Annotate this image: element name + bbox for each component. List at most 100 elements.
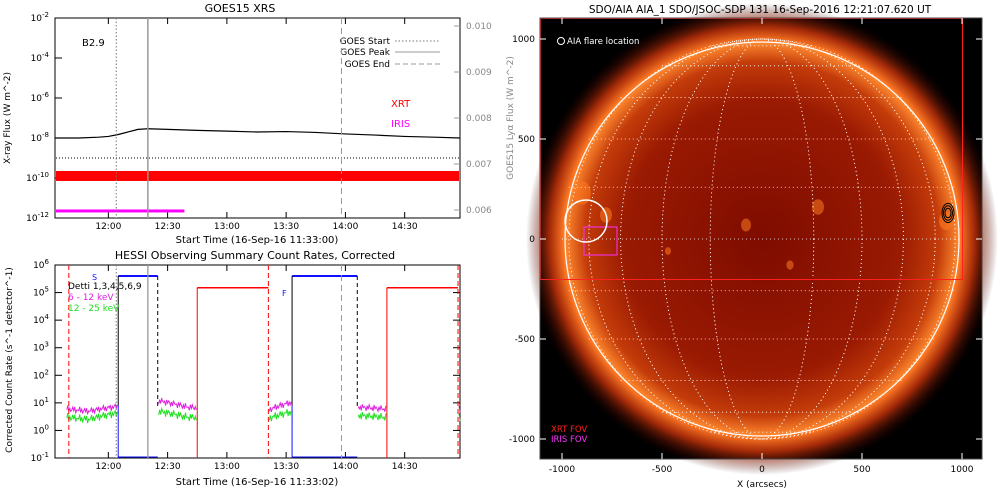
y-tick-label: 10-6 <box>31 91 50 104</box>
y-right-tick-label: 0.008 <box>466 114 492 124</box>
goes-panel: GOES15 XRS 10-12 10-10 10-8 10-6 10-4 10-2 0.… <box>3 2 516 246</box>
hessi-title: HESSI Observing Summary Count Rates, Cor… <box>115 249 395 262</box>
hessi-frame <box>54 264 461 459</box>
y-tick-label: 103 <box>33 341 49 354</box>
aia-y-tick-label: 500 <box>518 135 535 145</box>
aia-contour <box>944 207 952 219</box>
y-right-tick-label: 0.007 <box>466 160 492 170</box>
y-tick-label: 10-1 <box>31 451 49 464</box>
x-tick-label: 14:30 <box>392 222 418 232</box>
aia-x-tick-label: 1000 <box>951 465 974 475</box>
x-tick-label: 14:30 <box>392 462 418 472</box>
hessi-ylabel: Corrected Count Rate (s^-1 detector^-1) <box>5 267 15 453</box>
x-tick-label: 12:00 <box>95 222 121 232</box>
goes-iris-label: IRIS <box>391 119 410 130</box>
goes-yaxis-right: 0.006 0.007 0.008 0.009 0.010 <box>454 22 492 216</box>
hessi-legend-high: 12 - 25 keV <box>68 304 120 314</box>
x-tick-label: 13:00 <box>214 222 240 232</box>
aia-flare-legend-icon <box>557 37 565 45</box>
aia-xrt-fov-label: XRT FOV <box>551 425 587 435</box>
hessi-high-energy-line <box>66 409 118 424</box>
aia-bright-region <box>665 247 671 255</box>
aia-flare-location-circle <box>564 199 608 243</box>
y-tick-label: 10-2 <box>31 11 49 24</box>
x-tick-label: 13:30 <box>273 222 299 232</box>
hessi-legend: Detti 1,3,4,5,6,9 6 - 12 keV 12 - 25 keV <box>68 282 142 314</box>
hessi-legend-det: Detti 1,3,4,5,6,9 <box>68 282 142 292</box>
aia-grid-longitude <box>620 38 904 440</box>
x-tick-label: 13:00 <box>214 462 240 472</box>
goes-xrt-label: XRT <box>391 99 411 110</box>
goes-class-label: B2.9 <box>82 38 105 49</box>
aia-panel: SDO/AIA AIA_1 SDO/JSOC-SDP 131 16-Sep-20… <box>509 3 998 490</box>
y-tick-label: 101 <box>33 396 49 409</box>
x-tick-label: 14:00 <box>332 462 358 472</box>
goes-xaxis: 12:00 12:30 13:00 13:30 14:00 14:30 <box>95 18 418 232</box>
aia-coordinate-grid <box>562 38 962 440</box>
hessi-low-energy-line <box>158 396 197 411</box>
hessi-low-energy-line <box>268 400 292 413</box>
aia-y-tick-label: 1000 <box>512 35 535 45</box>
y-tick-label: 102 <box>33 368 49 381</box>
aia-grid-longitude <box>568 38 956 440</box>
hessi-low-energy-line <box>458 406 461 413</box>
y-tick-label: 10-4 <box>31 51 50 64</box>
x-tick-label: 12:30 <box>155 462 181 472</box>
hessi-panel: HESSI Observing Summary Count Rates, Cor… <box>5 249 461 488</box>
hessi-high-energy-line <box>268 409 292 422</box>
aia-contour <box>943 205 953 221</box>
goes-legend-peak: GOES Peak <box>340 48 390 58</box>
x-tick-label: 12:30 <box>155 222 181 232</box>
goes-xlabel: Start Time (16-Sep-16 11:33:00) <box>176 235 339 246</box>
aia-bright-region <box>786 260 794 270</box>
aia-y-tick-label: -1000 <box>509 435 535 445</box>
goes-iris-coverage-bar <box>56 209 185 213</box>
hessi-high-energy-line <box>158 406 197 422</box>
y-tick-label: 100 <box>33 423 49 436</box>
goes-legend-start: GOES Start <box>340 37 391 47</box>
aia-title: SDO/AIA AIA_1 SDO/JSOC-SDP 131 16-Sep-20… <box>589 4 932 16</box>
x-tick-label: 14:00 <box>332 222 358 232</box>
y-tick-label: 10-8 <box>31 131 49 144</box>
hessi-high-energy-line <box>458 413 461 422</box>
aia-xlabel: X (arcsecs) <box>737 480 787 490</box>
aia-x-tick-label: 0 <box>759 465 765 475</box>
x-tick-label: 13:30 <box>273 462 299 472</box>
hessi-xlabel: Start Time (16-Sep-16 11:33:02) <box>176 477 339 488</box>
aia-x-tick-label: -500 <box>652 465 673 475</box>
goes-frame <box>54 17 461 219</box>
aia-iris-fov-box <box>583 226 618 256</box>
y-tick-label: 106 <box>33 258 49 271</box>
y-right-tick-label: 0.006 <box>466 206 492 216</box>
goes-plot-area <box>55 18 461 218</box>
y-right-tick-label: 0.010 <box>466 22 492 32</box>
goes-ylabel-right: GOES15 Lyα Flux (W m^-2) <box>506 56 516 180</box>
aia-y-tick-label: -500 <box>515 335 536 345</box>
x-tick-label: 12:00 <box>95 462 121 472</box>
hessi-low-energy-line <box>66 402 118 415</box>
hessi-plot-area <box>66 265 461 458</box>
goes-flux-line <box>55 128 461 139</box>
aia-x-tick-label: 500 <box>853 465 870 475</box>
aia-grid-longitude <box>588 38 936 440</box>
aia-bright-region <box>741 218 751 232</box>
aia-grid-longitude <box>709 38 815 440</box>
aia-contour <box>941 202 955 224</box>
aia-grid-longitude <box>661 38 863 440</box>
aia-bright-region <box>812 199 824 215</box>
aia-x-tick-label: -1000 <box>549 465 575 475</box>
goes-legend: GOES Start GOES Peak GOES End <box>340 37 440 70</box>
goes-xrt-coverage-bar <box>56 170 459 181</box>
aia-flare-location-label: AIA flare location <box>567 37 639 47</box>
hessi-flag-s: S <box>92 273 97 282</box>
y-tick-label: 10-12 <box>26 211 49 224</box>
hessi-xaxis: 12:00 12:30 13:00 13:30 14:00 14:30 <box>95 265 418 472</box>
goes-yaxis-left: 10-12 10-10 10-8 10-6 10-4 10-2 <box>26 11 62 224</box>
y-tick-label: 105 <box>33 286 49 299</box>
aia-y-tick-label: 0 <box>529 235 535 245</box>
goes-title: GOES15 XRS <box>205 2 276 15</box>
goes-ylabel-left: X-ray Flux (W m^-2) <box>3 72 13 164</box>
y-right-tick-label: 0.009 <box>466 68 492 78</box>
aia-yaxis: 1000 500 0 -500 -1000 <box>509 35 982 445</box>
